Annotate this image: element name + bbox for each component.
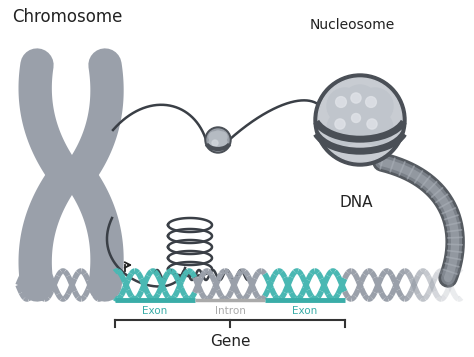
Text: Exon: Exon [292, 306, 318, 316]
Text: DNA: DNA [340, 195, 374, 210]
Text: Exon: Exon [142, 306, 168, 316]
Circle shape [217, 132, 227, 142]
Circle shape [207, 129, 229, 151]
Circle shape [345, 107, 375, 137]
Circle shape [365, 97, 376, 107]
Circle shape [327, 111, 361, 145]
Circle shape [209, 138, 219, 148]
Text: Gene: Gene [210, 334, 250, 349]
Circle shape [352, 114, 361, 122]
Circle shape [205, 127, 231, 153]
Circle shape [318, 78, 402, 162]
Circle shape [359, 111, 393, 145]
Circle shape [212, 140, 218, 146]
Circle shape [327, 88, 363, 124]
Circle shape [336, 97, 346, 107]
Circle shape [335, 119, 345, 129]
Circle shape [209, 132, 219, 142]
Circle shape [213, 131, 223, 141]
Circle shape [343, 85, 377, 119]
Circle shape [351, 93, 361, 103]
Text: Intron: Intron [215, 306, 246, 316]
Text: Nucleosome: Nucleosome [310, 18, 395, 32]
Circle shape [367, 119, 377, 129]
Text: Chromosome: Chromosome [12, 8, 122, 26]
Circle shape [314, 74, 406, 166]
Circle shape [357, 88, 393, 124]
Circle shape [217, 138, 227, 148]
